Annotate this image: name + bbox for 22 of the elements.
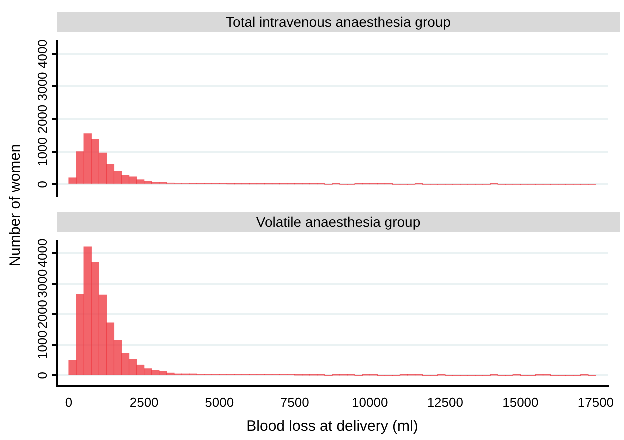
- x-tick-label: 5000: [205, 394, 234, 410]
- x-tick-label: 2500: [130, 394, 159, 410]
- y-tick-label: 4000: [35, 40, 50, 69]
- x-tick-label: 15000: [502, 394, 539, 410]
- y-tick-label: 1000: [35, 330, 50, 360]
- y-axis-title: Number of women: [6, 144, 24, 266]
- y-tick-label: 0: [35, 372, 50, 380]
- y-tick-label: 0: [35, 180, 50, 188]
- chart-title: Total intravenous anaesthesia group: [57, 12, 620, 32]
- y-tick-label: 4000: [35, 238, 50, 268]
- x-axis-title: Blood loss at delivery (ml): [246, 418, 418, 436]
- x-tick-label: 12500: [427, 394, 464, 410]
- chart-title: Volatile anaesthesia group: [57, 212, 620, 232]
- y-tick-label: 3000: [35, 269, 50, 298]
- y-tick-label: 2000: [35, 104, 50, 134]
- x-tick-label: 10000: [352, 394, 388, 410]
- y-tick-label: 2000: [35, 300, 50, 329]
- x-tick-label: 0: [65, 394, 73, 410]
- y-tick-label: 1000: [35, 137, 50, 166]
- y-tick-label: 3000: [35, 72, 50, 102]
- x-tick-label: 7500: [280, 394, 310, 410]
- x-tick-label: 17500: [578, 394, 614, 410]
